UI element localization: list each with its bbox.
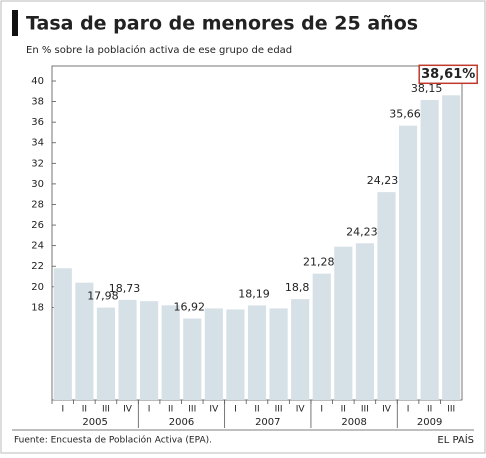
brand: EL PAÍS [437,433,474,446]
x-tick-label: IV [123,405,133,415]
value-label: 16,92 [174,301,206,314]
x-tick-label: II [254,405,259,415]
x-tick-label: II [168,405,173,415]
bar [377,192,396,400]
y-tick-label: 38 [31,97,44,108]
value-label: 18,73 [109,282,141,295]
bar [442,95,461,400]
group-label: 2007 [255,417,280,428]
x-tick-label: IV [382,405,392,415]
x-tick-label: III [188,405,196,415]
bar [183,318,202,400]
group-label: 2006 [169,417,194,428]
value-label: 18,8 [285,281,310,294]
y-tick-label: 36 [31,117,44,128]
highlight-box [418,64,478,85]
bar [420,100,439,400]
value-label: 18,19 [238,287,270,300]
y-tick-label: 30 [31,179,44,190]
bar [334,246,353,400]
x-tick-label: I [61,405,64,415]
value-label: 17,98 [87,290,119,303]
bar [161,305,180,400]
group-label: 2009 [417,417,442,428]
y-tick-label: 32 [31,158,44,169]
bar [75,282,94,400]
y-tick-label: 34 [31,138,44,149]
annotation: 24,23 [367,174,399,187]
x-tick-label: IV [296,405,306,415]
bar [118,299,137,400]
bar [204,308,223,400]
group-label: 2008 [341,417,366,428]
bar [312,273,331,400]
source: Fuente: Encuesta de Población Activa (EP… [14,435,212,446]
y-tick-label: 28 [31,199,44,210]
x-tick-label: IV [209,405,219,415]
group-label: 2005 [82,417,107,428]
bar [398,125,418,400]
x-tick-label: III [361,405,369,415]
bar [247,305,267,400]
bar [140,301,159,400]
x-tick-label: I [407,405,410,415]
value-label: 38,61% [421,67,475,82]
y-tick-label: 20 [31,282,44,293]
bar [355,243,374,400]
chart-title: Tasa de paro de menores de 25 años [26,13,418,35]
bar [291,299,310,400]
x-tick-label: II [341,405,346,415]
bar [96,307,116,400]
x-tick-label: I [320,405,323,415]
x-tick-label: I [234,405,237,415]
y-tick-label: 40 [31,76,44,87]
x-tick-label: III [275,405,283,415]
y-tick-label: 24 [31,241,44,252]
y-tick-label: 22 [31,261,44,272]
title-marker [12,10,18,36]
x-tick-label: III [447,405,455,415]
bar [226,309,245,400]
value-label: 35,66 [389,108,421,121]
bar [269,308,288,400]
value-label: 24,23 [346,225,378,238]
x-tick-label: III [102,405,110,415]
value-label: 21,28 [303,256,335,269]
value-label: 38,15 [411,82,443,95]
y-tick-label: 18 [31,302,44,313]
y-tick-label: 26 [31,220,44,231]
subtitle: En % sobre la población activa de ese gr… [26,44,292,56]
x-tick-label: II [427,405,432,415]
x-tick-label: II [82,405,87,415]
x-tick-label: I [148,405,151,415]
bar [53,268,72,400]
